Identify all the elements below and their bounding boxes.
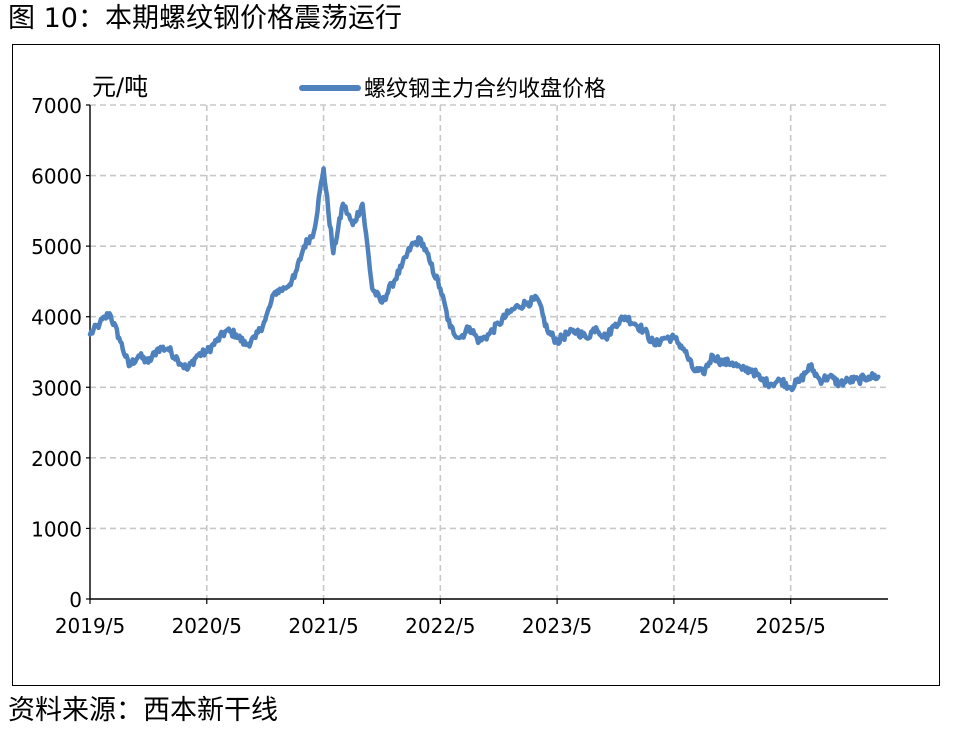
figure-title: 图 10：本期螺纹钢价格震荡运行 <box>8 3 402 34</box>
x-tick-label: 2020/5 <box>172 614 242 638</box>
x-tick-label: 2023/5 <box>522 614 592 638</box>
chart-axes <box>86 104 888 604</box>
y-tick-label: 5000 <box>31 235 82 259</box>
y-tick-label: 7000 <box>31 94 82 118</box>
x-tick-label: 2024/5 <box>639 614 709 638</box>
source-note: 资料来源：西本新干线 <box>8 695 278 726</box>
y-tick-label: 0 <box>69 588 82 612</box>
series-line <box>87 166 881 393</box>
x-tick-label: 2025/5 <box>755 614 825 638</box>
chart-frame <box>12 44 940 686</box>
x-tick-label: 2019/5 <box>55 614 125 638</box>
y-axis-label: 元/吨 <box>92 73 148 101</box>
y-tick-label: 1000 <box>31 517 82 541</box>
y-tick-label: 3000 <box>31 376 82 400</box>
y-tick-label: 4000 <box>31 306 82 330</box>
y-tick-label: 2000 <box>31 447 82 471</box>
y-tick-label: 6000 <box>31 165 82 189</box>
chart-grid <box>90 104 888 599</box>
x-tick-label: 2022/5 <box>405 614 475 638</box>
x-tick-label: 2021/5 <box>288 614 358 638</box>
plot-area <box>87 166 881 393</box>
legend: 螺纹钢主力合约收盘价格 <box>299 77 606 102</box>
legend-label: 螺纹钢主力合约收盘价格 <box>364 77 606 102</box>
tick-labels: 0 1000 2000 3000 4000 5000 6000 7000 2019/5 2020/… <box>31 94 826 638</box>
